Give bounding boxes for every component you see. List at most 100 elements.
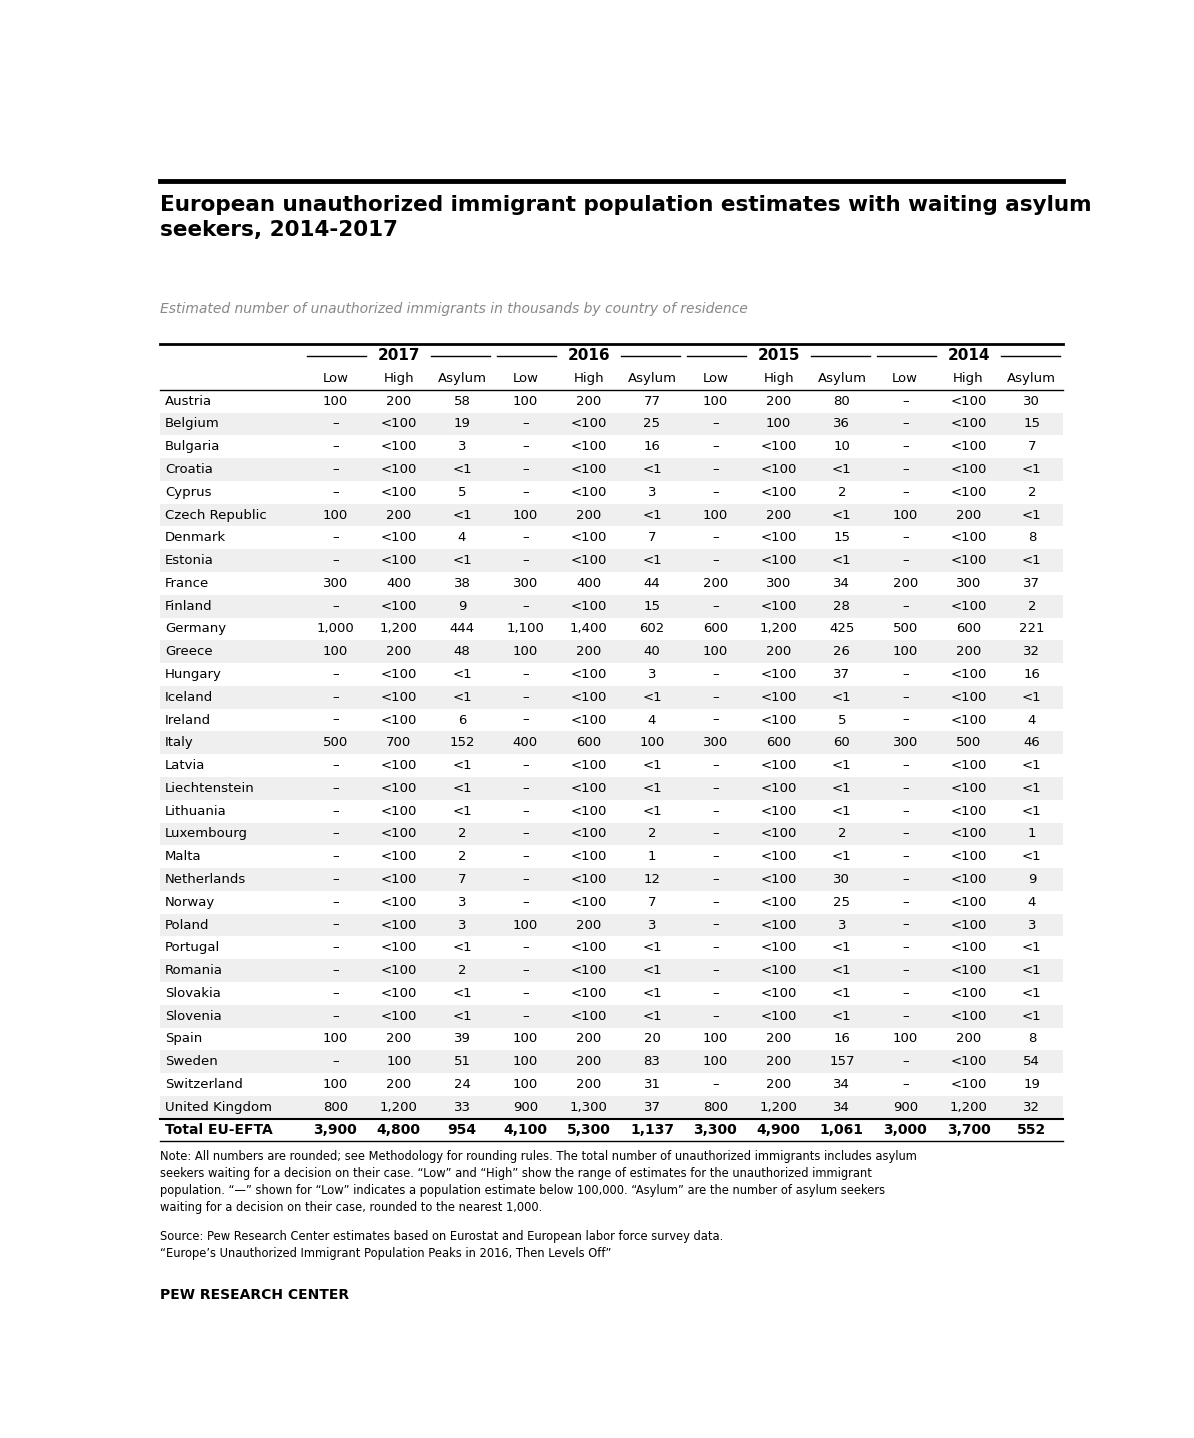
Text: <100: <100 — [571, 896, 607, 909]
Text: –: – — [901, 669, 909, 682]
Text: 26: 26 — [833, 646, 850, 659]
Text: 3,900: 3,900 — [314, 1123, 357, 1137]
Text: 200: 200 — [767, 646, 792, 659]
Text: –: – — [522, 486, 529, 499]
Text: 2: 2 — [457, 850, 467, 863]
Text: 4,100: 4,100 — [504, 1123, 547, 1137]
Text: <100: <100 — [571, 600, 607, 613]
Text: 200: 200 — [767, 1055, 792, 1068]
Text: 3,300: 3,300 — [694, 1123, 737, 1137]
Text: <1: <1 — [453, 554, 472, 567]
Text: <1: <1 — [832, 554, 851, 567]
Text: –: – — [522, 896, 529, 909]
Text: 1,100: 1,100 — [506, 623, 544, 636]
Text: Greece: Greece — [165, 646, 213, 659]
Text: 600: 600 — [956, 623, 981, 636]
Text: <100: <100 — [571, 873, 607, 886]
Text: <100: <100 — [571, 713, 607, 726]
Text: 25: 25 — [644, 417, 660, 430]
Text: 300: 300 — [322, 577, 349, 590]
Text: 200: 200 — [386, 394, 412, 407]
Text: 80: 80 — [833, 394, 850, 407]
Text: –: – — [332, 850, 339, 863]
Text: –: – — [332, 669, 339, 682]
Text: –: – — [332, 919, 339, 932]
Text: –: – — [901, 805, 909, 818]
Text: 3: 3 — [457, 440, 467, 453]
Text: Germany: Germany — [165, 623, 226, 636]
Text: –: – — [332, 1055, 339, 1068]
Text: High: High — [953, 372, 984, 385]
Text: 100: 100 — [512, 509, 538, 522]
Text: 7: 7 — [1028, 440, 1036, 453]
Text: <100: <100 — [950, 417, 986, 430]
Text: <100: <100 — [761, 850, 796, 863]
Text: Asylum: Asylum — [628, 372, 677, 385]
Text: –: – — [901, 850, 909, 863]
Text: <1: <1 — [1022, 963, 1041, 976]
Text: <100: <100 — [761, 942, 796, 955]
Text: –: – — [712, 669, 719, 682]
Text: 48: 48 — [454, 646, 470, 659]
Text: 300: 300 — [767, 577, 792, 590]
Text: <1: <1 — [1022, 690, 1041, 703]
Bar — [160, 777, 1064, 800]
Text: <1: <1 — [642, 463, 661, 476]
Text: 100: 100 — [703, 1032, 728, 1045]
Text: 32: 32 — [1023, 646, 1040, 659]
Text: 1: 1 — [647, 850, 657, 863]
Text: 400: 400 — [577, 577, 602, 590]
Text: 8: 8 — [1028, 1032, 1036, 1045]
Text: <100: <100 — [761, 759, 796, 772]
Text: –: – — [332, 942, 339, 955]
Text: –: – — [332, 827, 339, 840]
Text: 39: 39 — [454, 1032, 470, 1045]
Text: 51: 51 — [454, 1055, 470, 1068]
Text: 40: 40 — [644, 646, 660, 659]
Text: –: – — [712, 1009, 719, 1022]
Text: 38: 38 — [454, 577, 470, 590]
Text: 157: 157 — [829, 1055, 855, 1068]
Text: –: – — [522, 1009, 529, 1022]
Text: 400: 400 — [512, 736, 538, 749]
Text: Iceland: Iceland — [165, 690, 214, 703]
Bar — [160, 1050, 1064, 1073]
Text: 2014: 2014 — [947, 348, 990, 362]
Text: –: – — [332, 1009, 339, 1022]
Text: <100: <100 — [381, 531, 417, 545]
Text: 100: 100 — [703, 646, 728, 659]
Text: 77: 77 — [644, 394, 660, 407]
Text: 200: 200 — [767, 1032, 792, 1045]
Text: 900: 900 — [512, 1100, 538, 1114]
Text: 954: 954 — [448, 1123, 476, 1137]
Text: –: – — [332, 531, 339, 545]
Text: –: – — [522, 554, 529, 567]
Text: Romania: Romania — [165, 963, 223, 976]
Text: Asylum: Asylum — [437, 372, 487, 385]
Text: –: – — [522, 782, 529, 795]
Text: <1: <1 — [642, 942, 661, 955]
Text: <100: <100 — [761, 805, 796, 818]
Text: –: – — [901, 486, 909, 499]
Text: Ireland: Ireland — [165, 713, 211, 726]
Text: 2016: 2016 — [567, 348, 610, 362]
Text: Low: Low — [322, 372, 349, 385]
Text: 300: 300 — [703, 736, 728, 749]
Text: 12: 12 — [644, 873, 660, 886]
Text: 3: 3 — [457, 919, 467, 932]
Text: 200: 200 — [576, 1055, 602, 1068]
Bar — [160, 913, 1064, 936]
Text: <1: <1 — [453, 669, 472, 682]
Text: Italy: Italy — [165, 736, 193, 749]
Text: <100: <100 — [381, 827, 417, 840]
Text: –: – — [332, 463, 339, 476]
Text: –: – — [901, 713, 909, 726]
Bar — [160, 503, 1064, 526]
Text: –: – — [901, 759, 909, 772]
Text: <1: <1 — [453, 942, 472, 955]
Text: –: – — [332, 554, 339, 567]
Text: <1: <1 — [642, 963, 661, 976]
Bar — [160, 595, 1064, 617]
Text: <100: <100 — [761, 919, 796, 932]
Text: Belgium: Belgium — [165, 417, 220, 430]
